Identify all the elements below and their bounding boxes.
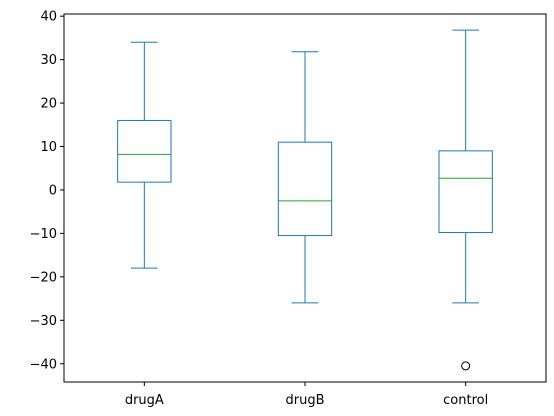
x-tick-label: control	[443, 393, 488, 408]
y-tick-label: −20	[30, 270, 57, 285]
box-drugB	[277, 51, 333, 304]
y-tick-label: −40	[30, 357, 57, 372]
iqr-box	[438, 150, 493, 234]
y-axis-ticks: −40 −30 −20 −10 0 10 20 30 40	[30, 10, 64, 372]
box-control	[438, 29, 493, 371]
x-axis-ticks: drugA drugB control	[125, 382, 488, 408]
axes-frame	[63, 13, 547, 383]
iqr-box	[117, 119, 172, 183]
box-series	[117, 29, 493, 371]
y-tick-label: 10	[40, 140, 57, 155]
iqr-box	[277, 141, 333, 237]
y-tick-label: 30	[40, 53, 57, 68]
y-tick-label: −30	[30, 314, 57, 329]
x-tick-label: drugA	[125, 393, 164, 408]
box-drugA	[117, 41, 172, 269]
y-tick-label: −10	[30, 227, 57, 242]
y-tick-label: 40	[40, 10, 57, 25]
x-tick-label: drugB	[285, 393, 324, 408]
outlier-point	[461, 361, 471, 371]
y-tick-label: 0	[49, 183, 57, 198]
y-tick-label: 20	[40, 97, 57, 112]
